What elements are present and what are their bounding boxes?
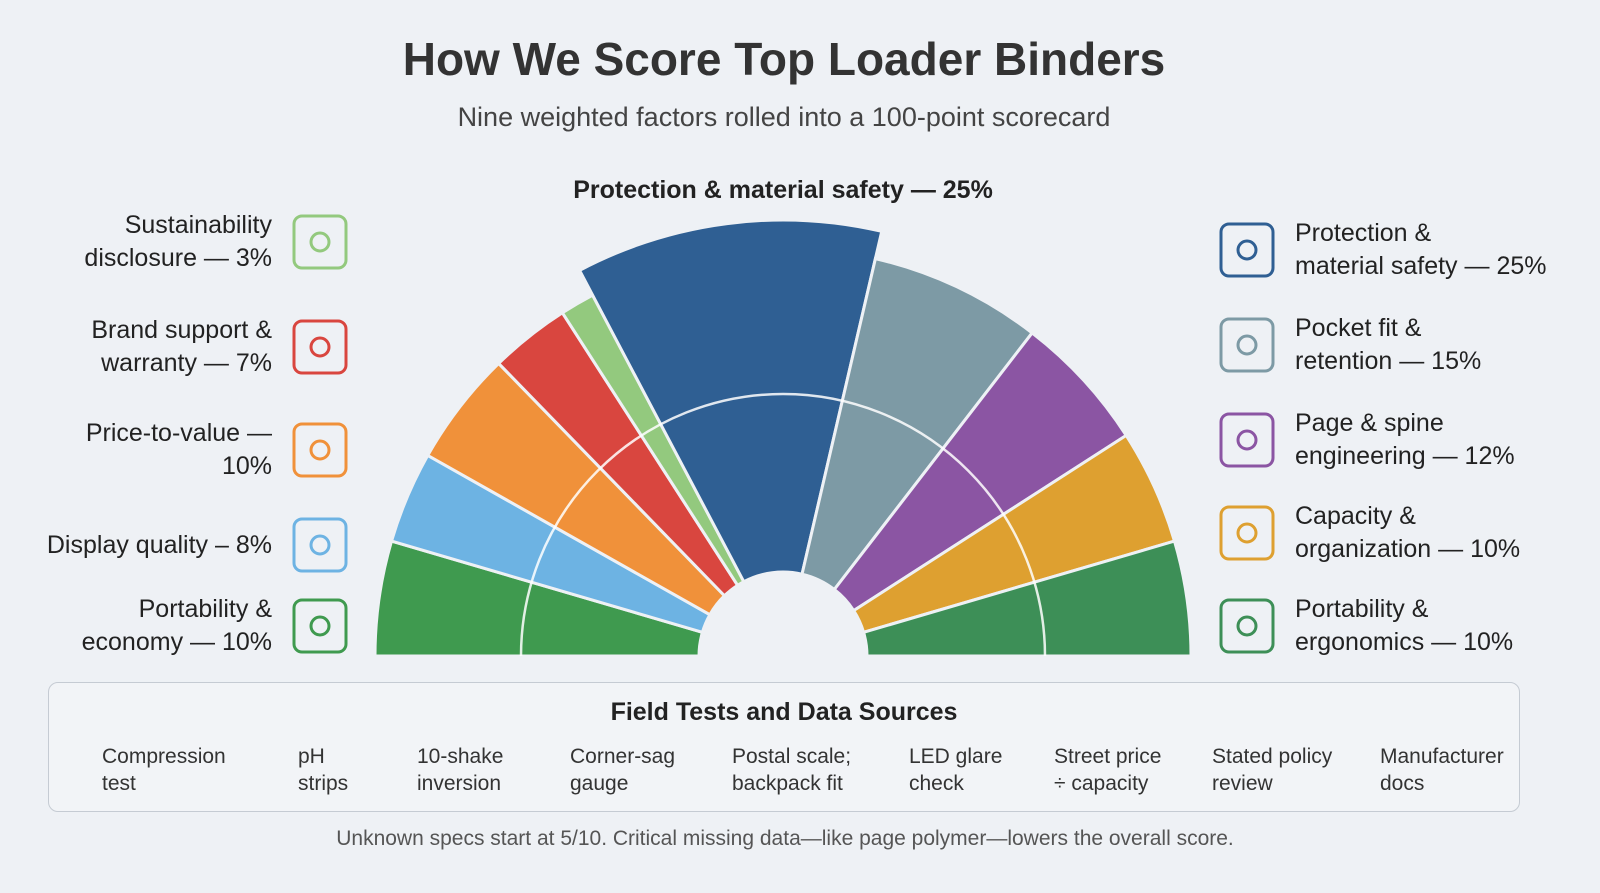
legend-icon-dot (1236, 522, 1258, 544)
legend-entry: Display quality – 8% (0, 529, 272, 562)
legend-text: Portability & (138, 595, 272, 623)
legend-icon-dot (1236, 429, 1258, 451)
legend-entry: Protection & material safety — 25% (1295, 217, 1585, 283)
source-text: review (1212, 772, 1273, 795)
legend-text: Sustainability (124, 211, 272, 239)
source-text: 10-shake (417, 745, 504, 768)
legend-text: economy — 10% (81, 628, 272, 656)
legend-entry: Capacity & organization — 10% (1295, 500, 1585, 566)
source-item: pH strips (298, 743, 348, 797)
legend-text: Pocket fit & (1295, 314, 1422, 342)
legend-icon-dot (309, 615, 331, 637)
source-text: Compression (102, 745, 226, 768)
legend-text: Capacity & (1295, 502, 1416, 530)
wedge (832, 330, 1129, 613)
annotation: Protection & material safety — 25% (573, 176, 993, 204)
source-text: strips (298, 772, 349, 795)
legend-entry: Sustainability disclosure — 3% (0, 209, 272, 275)
source-text: backpack fit (732, 772, 843, 795)
legend-icon (292, 422, 348, 478)
source-text: ÷ capacity (1054, 772, 1149, 795)
source-text: gauge (570, 772, 629, 795)
source-text: Postal scale; (732, 745, 852, 768)
legend-text: ergonomics — 10% (1295, 628, 1514, 656)
source-text: LED glare (909, 745, 1003, 768)
source-text: check (909, 772, 964, 795)
inner-ring (519, 392, 1047, 657)
legend-text: Portability & (1295, 595, 1429, 623)
legend-text: retention — 15% (1295, 347, 1482, 375)
legend-entry: Portability & ergonomics — 10% (1295, 593, 1585, 659)
legend-icon-dot (1236, 334, 1258, 356)
wedge (800, 256, 1035, 592)
legend-icon (292, 319, 348, 375)
legend-icon (1219, 505, 1275, 561)
legend-icon-dot (309, 231, 331, 253)
legend-entry: Pocket fit & retention — 15% (1295, 312, 1585, 378)
legend-entry: Portability & economy — 10% (0, 593, 272, 659)
source-item: Postal scale; backpack fit (732, 743, 851, 797)
legend-icon-dot (309, 534, 331, 556)
footnote: Unknown specs start at 5/10. Critical mi… (336, 827, 1234, 850)
sources-box (48, 682, 1520, 812)
legend-icon-dot (1236, 615, 1258, 637)
wedge (861, 539, 1193, 658)
source-text: Manufacturer (1380, 745, 1504, 768)
chart-title: How We Score Top Loader Binders (402, 33, 1166, 85)
legend-icon-dot (1236, 239, 1258, 261)
legend-icon-dot (309, 336, 331, 358)
legend-icon (292, 214, 348, 270)
wedge (577, 218, 884, 584)
source-item: LED glare check (909, 743, 1002, 797)
source-text: Stated policy (1212, 745, 1333, 768)
legend-text: disclosure — 3% (84, 244, 272, 272)
source-text: inversion (417, 772, 502, 795)
legend-text: material safety — 25% (1295, 252, 1547, 280)
legend-icon (1219, 412, 1275, 468)
legend-text: Page & spine (1295, 409, 1444, 437)
wedge (373, 539, 705, 658)
sources-title: Field Tests and Data Sources (610, 698, 958, 726)
wedge (425, 361, 727, 617)
legend-text: Protection & (1295, 219, 1432, 247)
legend-icon-dot (309, 439, 331, 461)
legend-text: Display quality – 8% (46, 530, 272, 559)
legend-text: Brand support & (91, 316, 272, 344)
source-item: 10-shake inversion (417, 743, 503, 797)
legend-icon (1219, 598, 1275, 654)
legend-entry: Price-to-value — 10% (0, 417, 272, 483)
legend-text: organization — 10% (1295, 535, 1521, 563)
source-text: Street price (1054, 745, 1162, 768)
source-item: Corner-sag gauge (570, 743, 675, 797)
legend-text: 10% (221, 452, 272, 480)
legend-entry: Brand support & warranty — 7% (0, 314, 272, 380)
legend-icon (1219, 317, 1275, 373)
legend-entry: Page & spine engineering — 12% (1295, 407, 1585, 473)
source-text: Corner-sag (570, 745, 676, 768)
source-text: docs (1380, 772, 1425, 795)
legend-text: warranty — 7% (101, 349, 272, 377)
source-item: Stated policy review (1212, 743, 1332, 797)
legend-text: Price-to-value — (85, 419, 272, 447)
source-text: pH (298, 745, 325, 768)
legend-icon (1219, 222, 1275, 278)
source-item: Manufacturer docs (1380, 743, 1504, 797)
source-item: Street price ÷ capacity (1054, 743, 1161, 797)
legend-text: engineering — 12% (1295, 442, 1515, 470)
source-text: test (102, 772, 136, 795)
legend-icon (292, 517, 348, 573)
source-item: Compression test (102, 743, 226, 797)
chart-subtitle: Nine weighted factors rolled into a 100-… (457, 102, 1111, 132)
legend-icon (292, 598, 348, 654)
